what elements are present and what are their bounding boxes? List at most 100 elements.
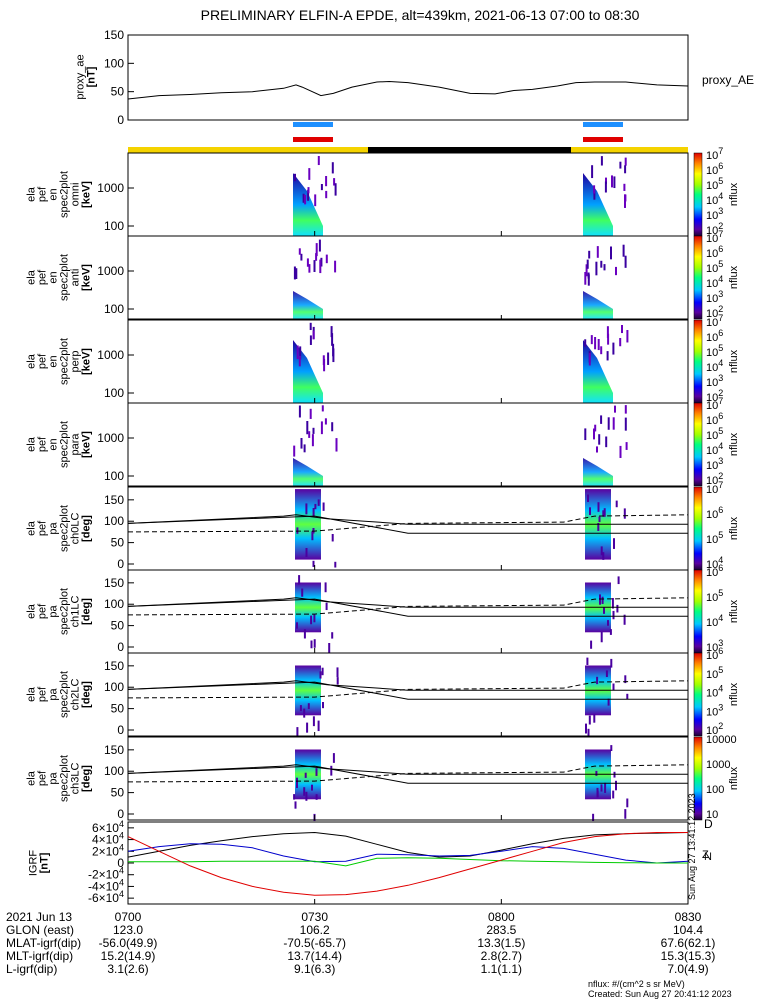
- pitch-angle-speck: [589, 507, 591, 516]
- spectrum-speck: [624, 417, 627, 431]
- created-stamp: Created: Sun Aug 27 20:41:12 2023: [588, 989, 732, 999]
- spectrum-burst: [583, 458, 613, 486]
- spectrum-speck: [294, 173, 296, 182]
- panel-frame: [127, 402, 689, 487]
- pitch-angle-panel-5: 0 50 100 150 ela pef pa spec2plot ch1LC [deg] 103 1…: [26, 563, 741, 654]
- colorbar-tick: 103: [706, 289, 723, 305]
- spectrum-speck: [315, 253, 318, 261]
- ylabel-line: [deg]: [81, 515, 93, 542]
- spectrum-speck: [588, 353, 591, 366]
- spectrum-speck: [315, 243, 318, 257]
- spectrum-speck: [615, 266, 617, 276]
- colorbar-label: nflux: [728, 432, 740, 456]
- colorbar: [693, 319, 703, 404]
- pitch-angle-speck: [617, 576, 620, 585]
- spectrum-burst: [293, 291, 323, 319]
- footer-row-value: 15.2(14.9): [101, 949, 156, 963]
- pitch-angle-speck: [615, 500, 618, 508]
- state-bar: [128, 147, 688, 153]
- pitch-angle-speck: [593, 713, 596, 723]
- footer-row-label: MLAT-igrf(dip): [6, 936, 81, 950]
- spectrum-speck: [298, 405, 301, 418]
- pitch-angle-speck: [331, 632, 334, 639]
- pitch-angle-speck: [296, 527, 299, 534]
- colorbar-label: nflux: [728, 349, 740, 373]
- pitch-angle-speck: [322, 702, 324, 709]
- spectrum-speck: [324, 418, 327, 425]
- spectrum-speck: [611, 175, 613, 188]
- panel-frame: [127, 736, 689, 821]
- footer-row-value: 9.1(6.3): [294, 962, 335, 976]
- spectrum-speck: [298, 248, 301, 255]
- pitch-angle-speck: [602, 552, 605, 560]
- spectrum-speck: [619, 161, 622, 169]
- pitch-angle-speck: [305, 791, 308, 801]
- panel-ylabel: ela pef en spec2plot anti [keV]: [26, 254, 93, 301]
- spectrum-speck: [295, 268, 298, 279]
- pitch-angle-speck: [607, 620, 609, 626]
- spectrum-speck: [596, 446, 598, 453]
- pitch-angle-speck: [588, 715, 591, 725]
- ytick-label: 100: [104, 680, 124, 694]
- pitch-angle-speck: [313, 614, 316, 623]
- spectrum-speck: [327, 352, 330, 365]
- pitch-angle-speck: [310, 615, 313, 625]
- spectrum-speck: [614, 405, 616, 413]
- footer-row-value: 106.2: [300, 923, 330, 937]
- spectrum-speck: [590, 335, 593, 345]
- pitch-angle-speck: [296, 727, 299, 737]
- loss-cone-line: [127, 597, 689, 616]
- colorbar-tick: 105: [706, 176, 723, 192]
- pitch-angle-speck: [303, 708, 306, 718]
- loss-cone-line: [127, 764, 688, 775]
- spectrum-speck: [308, 431, 311, 438]
- ytick-label: 1000: [97, 264, 124, 278]
- ylabel-line: anti: [70, 269, 82, 287]
- spectrum-speck: [320, 421, 323, 435]
- ylabel-line: pa: [48, 522, 60, 535]
- pitch-angle-speck: [336, 677, 339, 685]
- ytick-label: 150: [104, 576, 124, 590]
- proxy-ae-yticks: 0 50 100 150: [104, 28, 134, 127]
- colorbar-tick: 105: [706, 530, 723, 546]
- colorbar-tick: 103: [706, 638, 723, 654]
- ae-ytick-label: 150: [104, 28, 124, 42]
- colorbar-tick: 106: [706, 646, 723, 662]
- ylabel-line: omni: [70, 183, 82, 207]
- spectrum-speck: [612, 417, 615, 430]
- footer-row-value: 13.3(1.5): [477, 936, 525, 950]
- loss-cone-line: [127, 680, 689, 699]
- ylabel-line: en: [48, 271, 60, 283]
- pitch-angle-speck: [330, 765, 333, 776]
- spectrum-speck: [626, 330, 629, 343]
- spectrum-speck: [296, 345, 299, 360]
- pitch-angle-speck: [600, 631, 603, 643]
- panel-ylabel: ela pef pa spec2plot ch2LC [deg]: [26, 671, 93, 718]
- pitch-angle-panel-7: 0 50 100 150 ela pef pa spec2plot ch3LC [deg] 10 10…: [26, 734, 740, 822]
- footer-row-value: 2.8(2.7): [481, 949, 522, 963]
- spectrum-burst: [583, 173, 613, 236]
- colorbar-tick: 106: [706, 161, 723, 177]
- colorbar-tick: 104: [706, 191, 723, 207]
- ylabel-line: spec2plot: [59, 505, 71, 552]
- colorbar-tick: 104: [706, 613, 723, 629]
- pitch-angle-speck: [315, 768, 318, 776]
- colorbar-tick: 102: [706, 721, 723, 737]
- spectrum-speck: [596, 246, 599, 258]
- loss-cone-line: [127, 764, 689, 783]
- pitch-angle-speck: [317, 720, 320, 732]
- colorbar-tick: 102: [706, 388, 723, 404]
- colorbar: [693, 402, 703, 487]
- pitch-angle-speck: [626, 693, 629, 700]
- pitch-angle-speck: [613, 538, 615, 549]
- pitch-angle-speck: [294, 801, 297, 809]
- colorbar: [693, 486, 703, 571]
- proxy-ae-ylabel: proxy_ae [nT]: [75, 54, 98, 99]
- pitch-angle-speck: [301, 588, 304, 597]
- spectrum-speck: [597, 339, 600, 351]
- colorbar: [693, 652, 703, 737]
- spectrum-speck: [594, 424, 597, 432]
- panel-ylabel: ela pef en spec2plot para [keV]: [26, 421, 93, 468]
- pitch-angle-speck: [310, 640, 313, 649]
